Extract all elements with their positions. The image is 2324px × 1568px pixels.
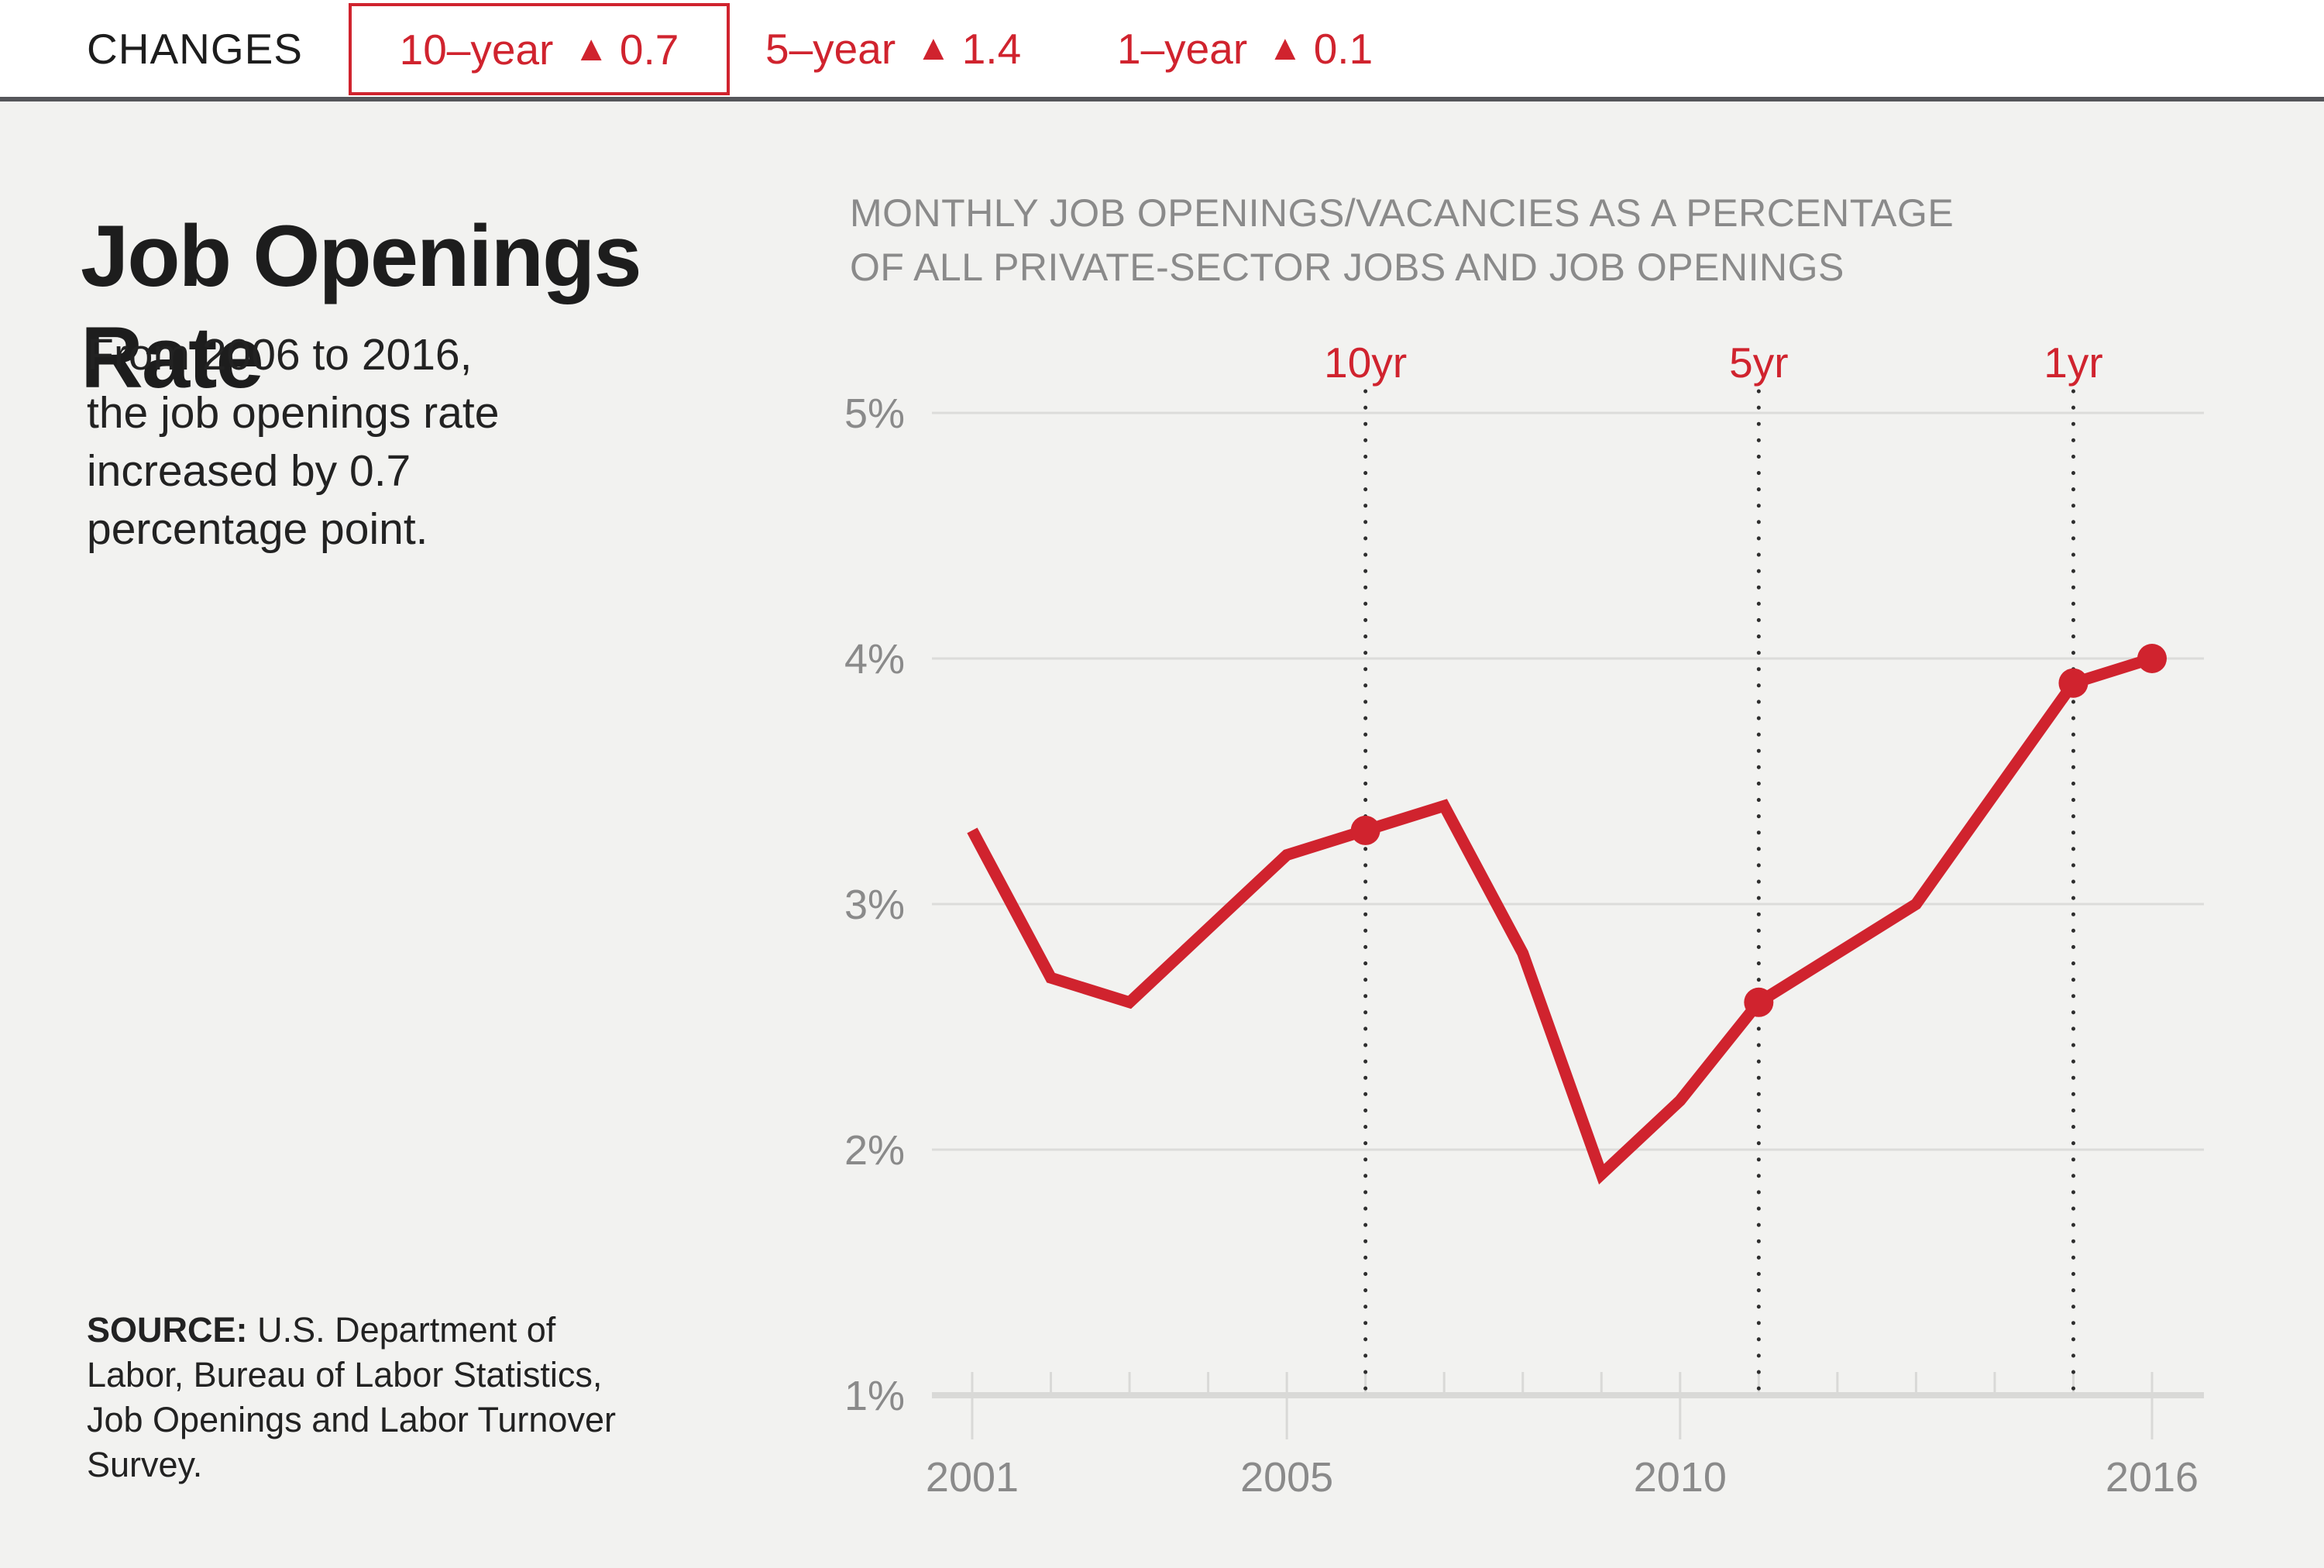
period-change-value: 0.1 <box>1313 24 1373 73</box>
page-title-line: Job Openings <box>81 208 642 305</box>
up-triangle-icon: ▲ <box>1267 26 1303 67</box>
source-text: U.S. Department of <box>257 1310 556 1350</box>
header-divider <box>0 97 2324 101</box>
data-point-dot <box>2137 644 2167 673</box>
data-line <box>967 652 2154 1185</box>
chart-subtitle-line: OF ALL PRIVATE-SECTOR JOBS AND JOB OPENI… <box>850 246 1844 289</box>
changes-bar: CHANGES 10–year ▲ 0.7 5–year ▲ 1.4 1–yea… <box>0 0 2324 97</box>
y-axis-label: 1% <box>844 1373 905 1419</box>
up-triangle-icon: ▲ <box>916 26 951 67</box>
period-label: 10–year <box>399 25 554 74</box>
description-line: percentage point. <box>87 504 428 554</box>
marker-label: 5yr <box>1729 339 1788 387</box>
x-axis-label: 2016 <box>2106 1454 2199 1501</box>
x-axis-label: 2001 <box>926 1454 1019 1501</box>
changes-label: CHANGES <box>87 24 303 73</box>
description-line: From 2006 to 2016, <box>87 330 473 380</box>
x-axis-label: 2005 <box>1240 1454 1333 1501</box>
y-axis-label: 5% <box>844 390 905 437</box>
period-label: 5–year <box>765 24 896 73</box>
period-change-value: 0.7 <box>619 25 679 74</box>
source-note: SOURCE: U.S. Department of Labor, Bureau … <box>87 1308 784 1487</box>
up-triangle-icon: ▲ <box>573 27 609 68</box>
period-chip-5-year[interactable]: 5–year ▲ 1.4 <box>765 24 1021 74</box>
period-chip-1-year[interactable]: 1–year ▲ 0.1 <box>1117 24 1373 74</box>
page-title-line: Rate <box>81 309 264 407</box>
description-line: the job openings rate <box>87 388 500 438</box>
period-chip-10-year[interactable]: 10–year ▲ 0.7 <box>349 3 730 95</box>
source-line: SOURCE: U.S. Department of <box>87 1308 784 1353</box>
y-axis-label: 3% <box>844 882 905 928</box>
chart-subtitle: MONTHLY JOB OPENINGS/VACANCIES AS A PERC… <box>850 186 2244 294</box>
marker-label: 10yr <box>1324 339 1407 387</box>
data-point-dot <box>2058 668 2089 698</box>
y-axis-label: 2% <box>844 1127 905 1174</box>
source-line: Survey. <box>87 1445 203 1484</box>
source-line: Labor, Bureau of Labor Statistics, <box>87 1355 603 1394</box>
period-label: 1–year <box>1117 24 1248 73</box>
period-change-value: 1.4 <box>961 24 1022 73</box>
marker-label: 1yr <box>2044 339 2102 387</box>
data-point-dot <box>1744 987 1774 1017</box>
description-line: increased by 0.7 <box>87 446 411 496</box>
data-point-dot <box>1350 815 1380 845</box>
chart-description: From 2006 to 2016, the job openings rate… <box>87 326 846 559</box>
source-line: Job Openings and Labor Turnover <box>87 1400 616 1439</box>
y-axis-label: 4% <box>844 636 905 683</box>
page-title: Job Openings Rate <box>81 205 855 408</box>
chart-subtitle-line: MONTHLY JOB OPENINGS/VACANCIES AS A PERC… <box>850 191 1954 235</box>
source-label: SOURCE: <box>87 1310 248 1350</box>
x-axis-label: 2010 <box>1634 1454 1727 1501</box>
